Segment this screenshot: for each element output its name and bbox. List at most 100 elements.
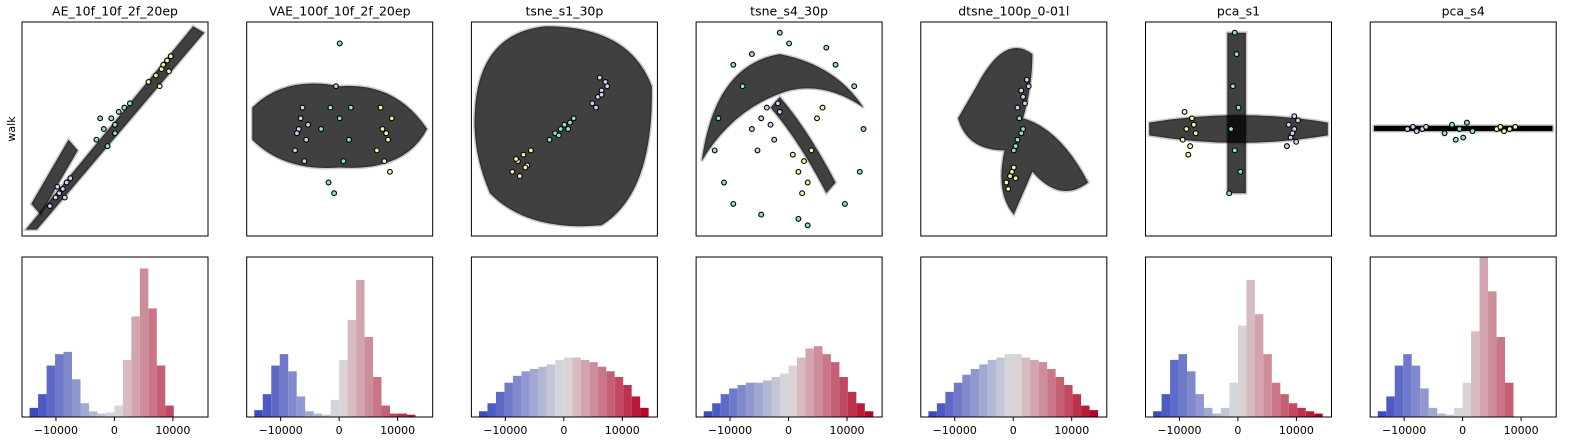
- histogram-bar: [720, 394, 730, 417]
- point: [100, 126, 107, 132]
- point: [1441, 130, 1448, 137]
- point: [152, 72, 159, 79]
- point: [786, 40, 793, 47]
- x-tick-label: −10000: [483, 424, 527, 437]
- point: [522, 164, 529, 171]
- point: [1456, 126, 1463, 132]
- histogram-bar: [398, 413, 407, 417]
- point: [331, 190, 338, 197]
- point: [1501, 128, 1508, 135]
- point: [748, 126, 755, 132]
- point: [856, 168, 863, 175]
- point: [1506, 126, 1513, 132]
- point: [819, 104, 826, 111]
- point: [293, 130, 300, 137]
- point: [388, 115, 395, 122]
- histogram-bar: [356, 279, 365, 417]
- histogram-bar: [487, 403, 496, 417]
- y-axis-label: walk: [5, 116, 18, 142]
- histogram-bar: [390, 413, 399, 417]
- point: [758, 115, 765, 122]
- trajectory-cloud: [1225, 31, 1248, 195]
- x-tick-label: 0: [1010, 424, 1017, 437]
- histogram-bar: [839, 377, 848, 417]
- point: [596, 74, 603, 81]
- panel-title: pca_s1: [1217, 4, 1260, 19]
- point: [1023, 76, 1030, 83]
- axes-frame: [21, 21, 209, 237]
- point: [156, 83, 163, 90]
- histogram-bar: [1013, 354, 1022, 417]
- histogram-bar: [614, 377, 624, 417]
- histogram-bar: [55, 354, 64, 417]
- point: [346, 136, 352, 143]
- histogram-bar: [1263, 354, 1272, 417]
- point: [604, 83, 611, 90]
- point: [739, 83, 746, 90]
- histogram-bar: [1386, 396, 1395, 417]
- point: [1016, 115, 1023, 122]
- point: [804, 179, 811, 186]
- histogram-bar: [703, 411, 713, 417]
- histogram-bar: [1437, 413, 1446, 417]
- histogram-bar: [97, 413, 106, 417]
- point: [758, 211, 765, 218]
- point: [860, 126, 867, 132]
- histogram-bar: [105, 412, 115, 417]
- histogram-bar: [373, 377, 382, 417]
- histogram-bar: [1254, 314, 1264, 417]
- point: [555, 132, 562, 139]
- histogram-bar: [1055, 377, 1065, 417]
- point: [347, 104, 354, 111]
- histogram-bar: [1203, 407, 1213, 417]
- histogram-bar: [1496, 337, 1506, 417]
- histogram-bar: [1297, 407, 1306, 417]
- point: [1512, 123, 1519, 130]
- point: [561, 121, 568, 128]
- point: [61, 194, 68, 201]
- point: [1291, 113, 1298, 120]
- x-tick-label: 10000: [155, 424, 190, 437]
- point: [59, 185, 66, 192]
- point: [1449, 121, 1455, 128]
- histogram-bar: [771, 377, 781, 417]
- histogram-bar: [529, 369, 539, 417]
- histogram-bar: [288, 371, 297, 417]
- point: [165, 68, 172, 75]
- point: [795, 168, 802, 175]
- point: [527, 147, 534, 154]
- histogram-bar: [313, 413, 323, 417]
- point: [145, 78, 152, 85]
- axes-frame: [246, 256, 434, 418]
- point: [516, 173, 523, 180]
- histogram-bar: [936, 403, 946, 417]
- axes-frame: [1369, 21, 1557, 237]
- histogram-bar: [1488, 291, 1497, 417]
- point: [385, 136, 392, 143]
- histogram-bar: [46, 365, 56, 417]
- point: [1025, 83, 1032, 90]
- histogram-bar: [347, 319, 357, 417]
- point: [721, 179, 727, 186]
- point: [801, 158, 807, 165]
- histogram-bar: [1038, 362, 1048, 417]
- histogram-bar: [1089, 410, 1099, 417]
- panel-title: dtsne_100p_0-01l: [958, 4, 1069, 19]
- histogram-bar: [864, 411, 874, 417]
- histogram-bar: [1246, 279, 1255, 417]
- histogram-bar: [953, 382, 963, 417]
- histogram-bar: [1064, 385, 1073, 417]
- panel-title: tsne_s1_30p: [525, 4, 603, 19]
- histogram-bar: [262, 394, 272, 417]
- histogram-bar: [38, 394, 47, 417]
- histogram-bar: [521, 371, 530, 417]
- point: [1179, 136, 1186, 143]
- point: [1228, 126, 1235, 132]
- point: [1014, 136, 1021, 143]
- point: [1014, 104, 1021, 111]
- histogram-bar: [156, 365, 166, 417]
- axes-frame: [470, 256, 658, 418]
- point: [546, 136, 553, 143]
- point: [1183, 126, 1190, 132]
- histogram-bar: [555, 359, 564, 417]
